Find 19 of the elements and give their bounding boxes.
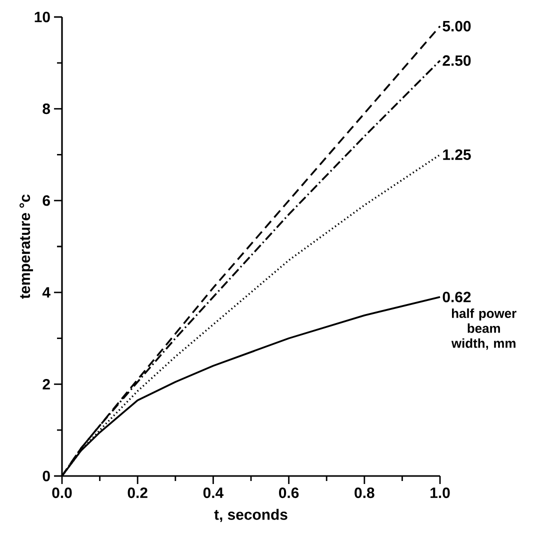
series-label: 2.50: [442, 55, 471, 66]
x-tick-label: 0.6: [279, 487, 299, 498]
x-axis-title: t, seconds: [214, 508, 288, 522]
y-tick-label: 4: [42, 287, 50, 298]
series-label: 5.00: [442, 20, 471, 32]
series-label: 1.25: [443, 149, 471, 160]
y-tick-label: 6: [42, 195, 50, 206]
x-tick-label: 0.2: [128, 487, 148, 498]
x-tick-label: 0.4: [203, 487, 224, 498]
text: half power beam width, mm: [451, 308, 516, 350]
y-tick-label: 8: [42, 104, 50, 114]
x-tick-label: 0.8: [354, 487, 374, 498]
x-tick-label: 0.0: [52, 487, 72, 498]
x-tick-label: 1.0: [430, 487, 450, 498]
y-tick-label: 2: [42, 378, 50, 390]
series-label: 0.62: [442, 292, 471, 302]
y-axis-title: temperature °c: [20, 194, 34, 299]
y-tick-label: 0: [42, 470, 50, 482]
y-tick-label: 10: [34, 12, 50, 22]
